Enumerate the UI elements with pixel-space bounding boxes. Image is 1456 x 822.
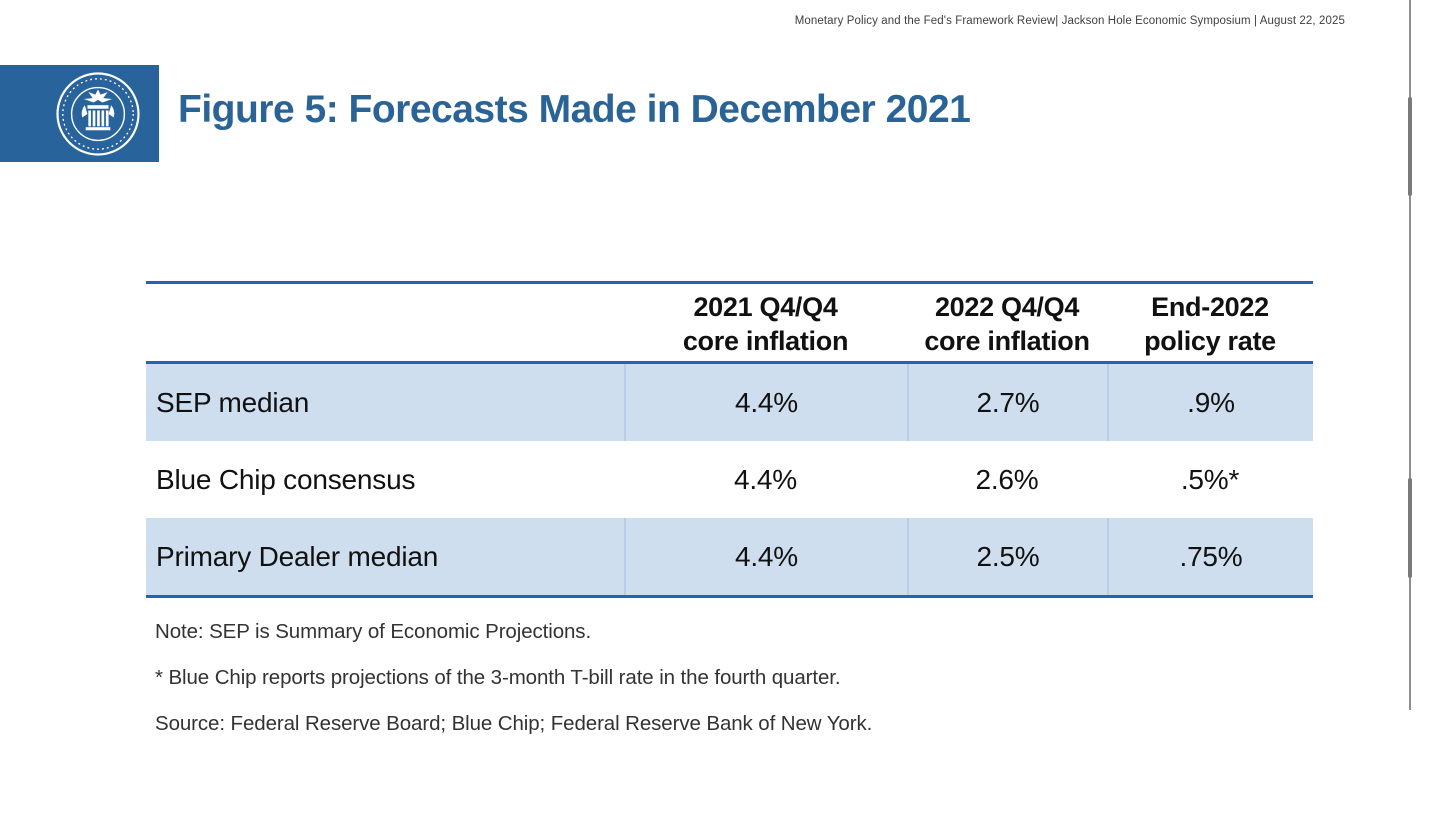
header-line1: End-2022 [1151,291,1269,322]
table-header-empty [146,284,624,361]
row-value: 4.4% [733,463,798,495]
table-header-end-2022-policy-rate: End-2022 policy rate [1107,284,1313,361]
note-blue-chip-asterisk: * Blue Chip reports projections of the 3… [155,666,841,689]
scrollbar-thumb[interactable] [1408,478,1412,578]
table-row-sep-median: SEP median 4.4% 2.7% .9% [146,364,1313,441]
table-row-primary-dealer-median: Primary Dealer median 4.4% 2.5% .75% [146,518,1313,595]
table-header-2021-core-inflation: 2021 Q4/Q4 core inflation [624,284,907,361]
forecast-table: 2021 Q4/Q4 core inflation 2022 Q4/Q4 cor… [146,281,1313,598]
footnotes: Note: SEP is Summary of Economic Project… [155,620,872,758]
table-header-row: 2021 Q4/Q4 core inflation 2022 Q4/Q4 cor… [146,284,1313,364]
header-line1: 2021 Q4/Q4 [693,291,838,322]
table-header-2022-core-inflation: 2022 Q4/Q4 core inflation [907,284,1107,361]
row-value: .9% [1107,364,1313,441]
slide-title: Figure 5: Forecasts Made in December 202… [178,88,971,131]
header-line2: core inflation [682,325,849,356]
federal-reserve-seal-icon [55,71,140,156]
row-value: 2.6% [975,463,1039,495]
row-value: 4.4% [624,364,907,441]
header-line1: 2022 Q4/Q4 [934,291,1080,322]
row-value: 2.5% [907,518,1107,595]
row-value: .5%* [1180,463,1240,495]
note-sep-definition: Note: SEP is Summary of Economic Project… [155,620,592,643]
row-value: 4.4% [624,518,907,595]
table-row-blue-chip-consensus: Blue Chip consensus 4.4% 2.6% .5%* [146,441,1313,518]
row-label: Primary Dealer median [156,540,439,572]
header-line2: policy rate [1144,325,1276,356]
row-label: Blue Chip consensus [156,463,416,495]
header-line2: core inflation [924,325,1090,356]
scrollbar-thumb[interactable] [1408,97,1412,196]
row-value: 2.7% [907,364,1107,441]
row-label: SEP median [156,386,310,418]
federal-reserve-logo-box [0,65,159,162]
row-value: .75% [1107,518,1313,595]
deck-header-text: Monetary Policy and the Fed's Framework … [794,15,1345,27]
note-source: Source: Federal Reserve Board; Blue Chip… [155,712,873,735]
scrollbar-track[interactable] [1409,0,1411,710]
